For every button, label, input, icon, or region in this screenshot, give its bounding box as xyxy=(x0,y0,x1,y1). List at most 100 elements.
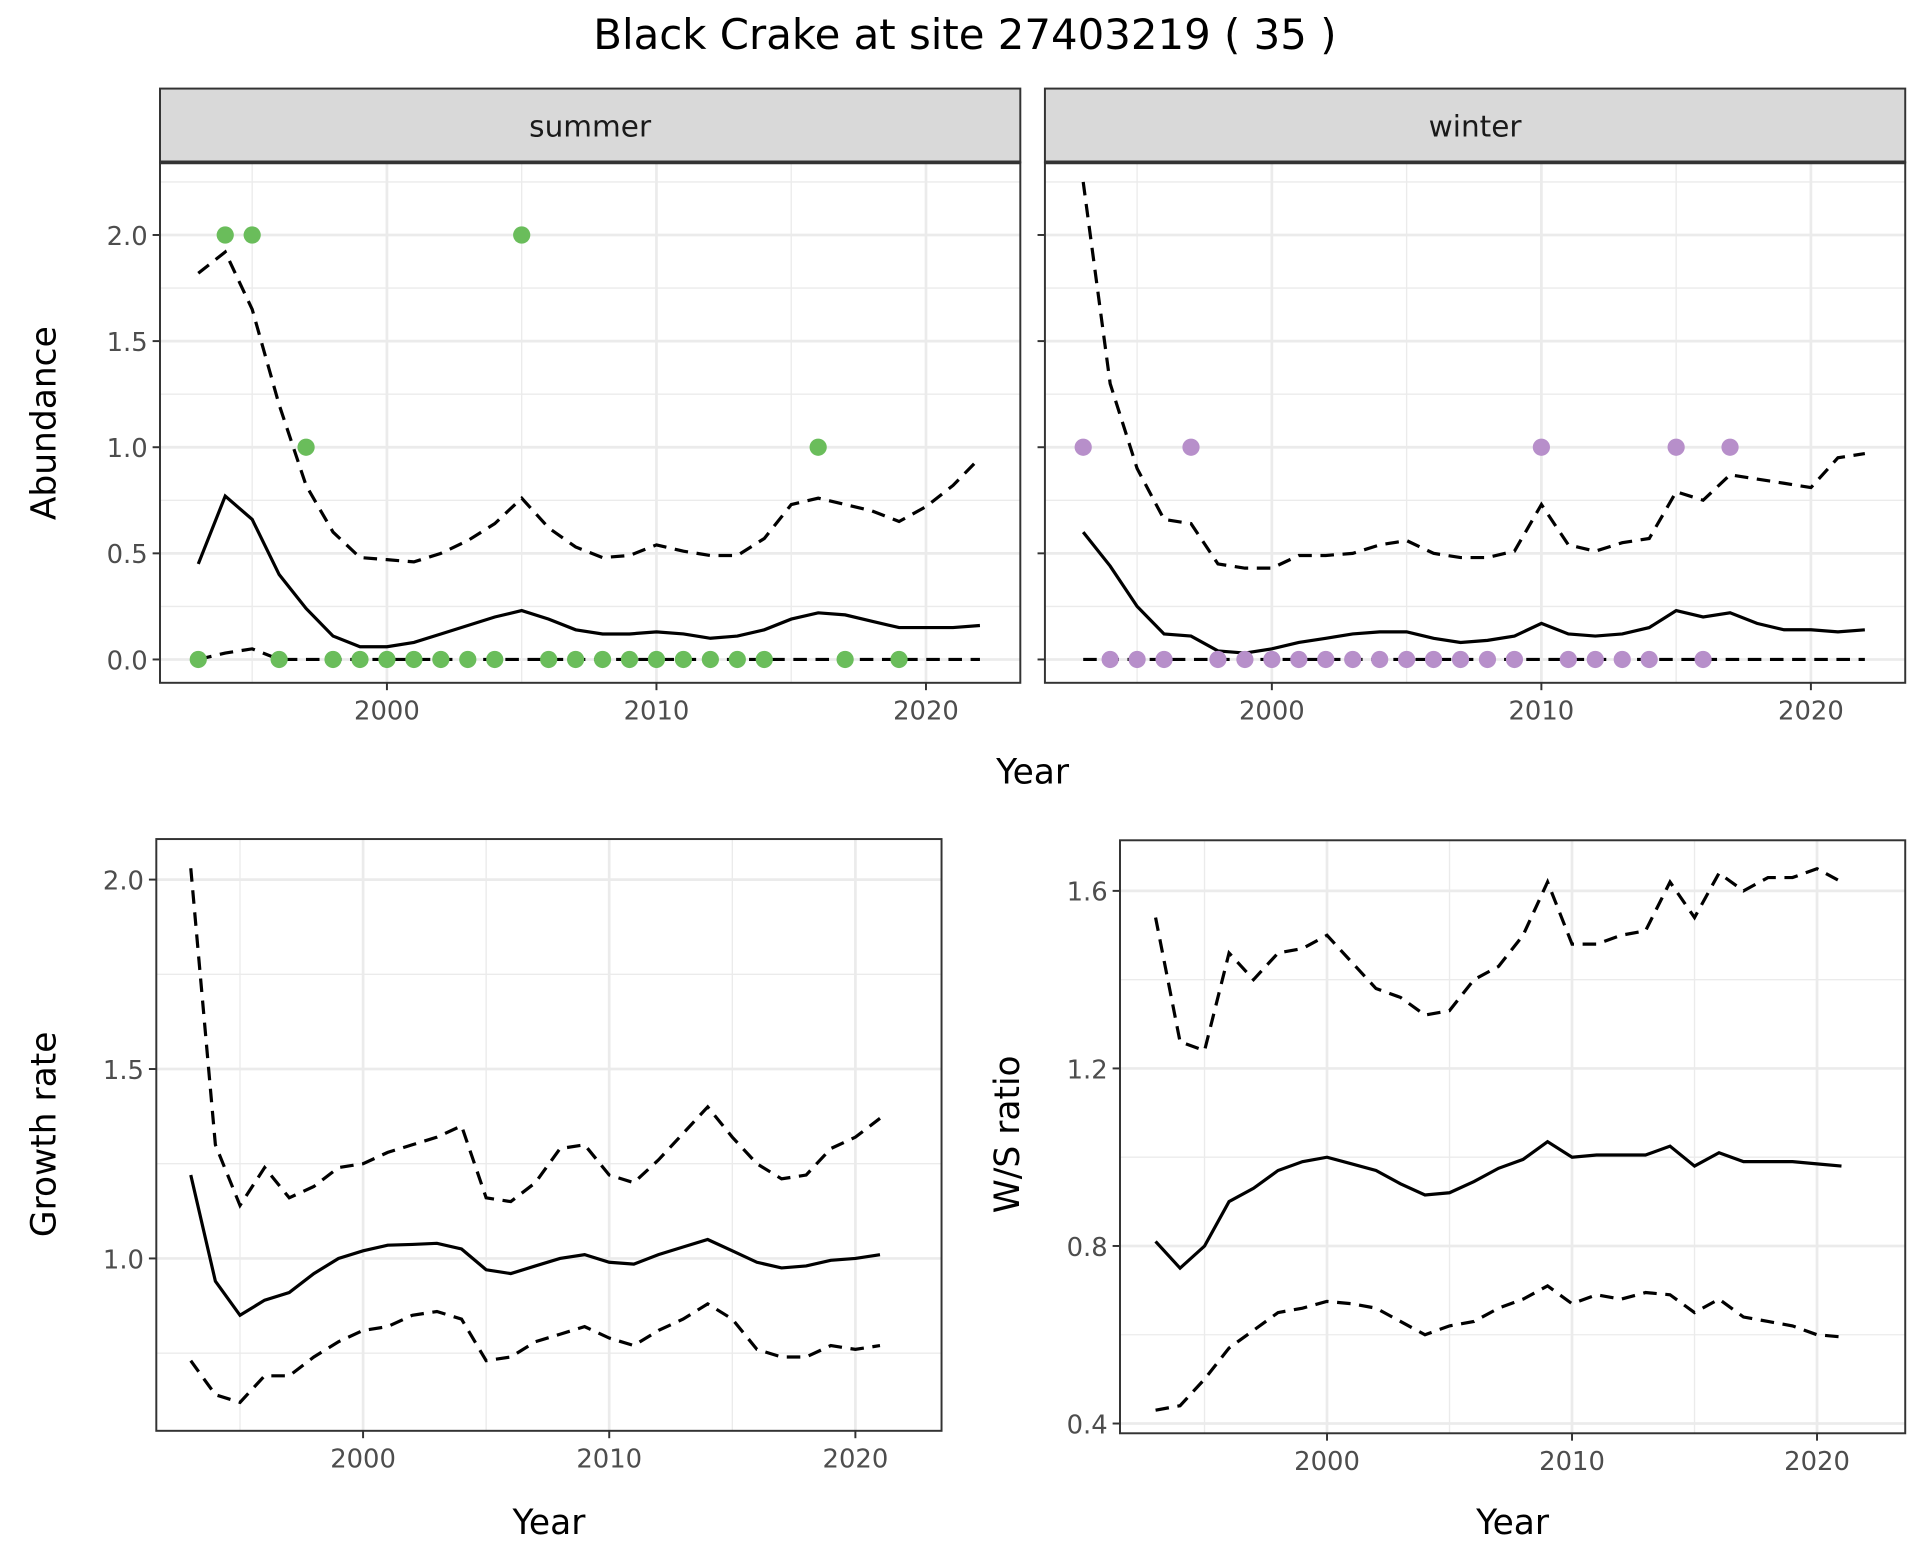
data-point xyxy=(297,438,315,456)
y-tick-label: 2.0 xyxy=(103,866,144,896)
x-tick-label: 2010 xyxy=(624,697,690,727)
x-tick-label: 2020 xyxy=(823,1445,889,1475)
data-point xyxy=(243,226,261,244)
data-point xyxy=(809,438,827,456)
data-point xyxy=(540,650,558,669)
x-axis-title-top: Year xyxy=(995,753,1070,793)
x-tick-label: 2010 xyxy=(1539,1447,1605,1477)
data-point xyxy=(566,650,585,669)
series-line-upper xyxy=(1081,181,1866,570)
facet-strip xyxy=(1043,87,1907,164)
data-point xyxy=(1478,650,1497,669)
data-point xyxy=(405,650,423,669)
x-tick-label: 2000 xyxy=(330,1445,396,1475)
x-tick-label: 2020 xyxy=(893,697,959,727)
y-axis-title-growth: Growth rate xyxy=(24,1032,64,1238)
data-point xyxy=(1371,650,1389,669)
data-point xyxy=(1101,650,1119,669)
data-point xyxy=(1209,650,1227,669)
data-point xyxy=(1317,650,1335,669)
data-point xyxy=(351,650,369,669)
data-point xyxy=(1559,650,1577,669)
y-tick-label: 2.0 xyxy=(107,222,148,252)
panel-winter: winter 2000 2010 2020 xyxy=(1037,87,1907,727)
data-point xyxy=(459,650,477,669)
figure-title: Black Crake at site 27403219 ( 35 ) xyxy=(593,10,1336,59)
data-point xyxy=(1074,438,1092,456)
data-point xyxy=(674,650,693,669)
series-line-lower xyxy=(197,647,980,662)
facet-strip-label: summer xyxy=(529,110,652,144)
series-line-mean xyxy=(189,1174,881,1318)
data-point xyxy=(1290,650,1308,669)
series-line-mean xyxy=(1081,531,1865,655)
series-line-mean xyxy=(1154,1139,1842,1271)
x-tick-label: 2020 xyxy=(1778,697,1844,727)
x-axis-title-ws: Year xyxy=(1475,1503,1550,1543)
y-tick-label: 1.5 xyxy=(107,328,148,358)
y-tick-label: 1.0 xyxy=(103,1245,144,1275)
y-tick-label: 1.5 xyxy=(103,1056,144,1086)
data-point xyxy=(1640,650,1658,669)
y-axis-title-abundance: Abundance xyxy=(24,326,64,520)
panel-summer: summer 2000 2010 2020 0.0 0.5 1.0 1.5 2.0 xyxy=(107,87,1022,727)
y-tick-label: 1.0 xyxy=(107,434,148,464)
data-point xyxy=(1451,650,1470,669)
data-point xyxy=(1667,438,1685,456)
panel-border xyxy=(155,838,943,1432)
data-point xyxy=(1128,650,1146,669)
data-point xyxy=(1263,650,1281,669)
panel-ws_ratio: 2000 2010 2020 0.4 0.8 1.2 1.6 xyxy=(1067,839,1907,1477)
data-point xyxy=(270,650,288,669)
data-point xyxy=(1586,650,1604,669)
data-point xyxy=(1344,650,1362,669)
data-point xyxy=(647,650,666,669)
data-point xyxy=(1721,438,1739,456)
x-tick-label: 2010 xyxy=(576,1445,642,1475)
data-point xyxy=(728,650,746,669)
data-point xyxy=(836,650,854,669)
data-point xyxy=(1694,650,1712,669)
data-point xyxy=(1613,650,1631,669)
y-tick-label: 0.5 xyxy=(107,540,148,570)
data-point xyxy=(378,650,396,669)
x-tick-label: 2000 xyxy=(354,697,420,727)
data-point xyxy=(620,650,639,669)
data-point xyxy=(486,650,504,669)
panel-border xyxy=(159,161,1022,684)
data-point xyxy=(1398,650,1416,669)
x-axis-title-growth: Year xyxy=(511,1503,586,1543)
data-point xyxy=(593,650,612,669)
data-point xyxy=(1155,650,1173,669)
y-tick-label: 1.6 xyxy=(1067,878,1108,908)
data-point xyxy=(755,650,773,669)
y-tick-label: 1.2 xyxy=(1067,1055,1108,1085)
data-point xyxy=(701,650,719,669)
panel-border xyxy=(1043,161,1907,684)
x-tick-label: 2020 xyxy=(1784,1447,1850,1477)
series-line-upper xyxy=(189,868,881,1209)
data-point xyxy=(1532,438,1550,456)
data-point xyxy=(890,650,908,669)
x-tick-label: 2000 xyxy=(1294,1447,1360,1477)
facet-strip-label: winter xyxy=(1429,110,1523,144)
series-line-upper xyxy=(1153,866,1843,1053)
data-point xyxy=(1182,438,1200,456)
data-point xyxy=(324,650,342,669)
x-tick-label: 2010 xyxy=(1509,697,1575,727)
data-point xyxy=(216,226,234,244)
data-point xyxy=(189,650,207,669)
data-point xyxy=(1505,650,1524,669)
series-line-mean xyxy=(196,493,981,649)
panel-border xyxy=(1119,839,1907,1435)
data-point xyxy=(1236,650,1254,669)
series-line-upper xyxy=(197,249,982,564)
data-point xyxy=(432,650,450,669)
panel-growth: 2000 2010 2020 1.0 1.5 2.0 xyxy=(103,838,943,1475)
y-axis-title-ws: W/S ratio xyxy=(988,1055,1028,1213)
y-tick-label: 0.0 xyxy=(107,646,148,676)
y-tick-label: 0.4 xyxy=(1067,1410,1108,1440)
y-tick-label: 0.8 xyxy=(1067,1233,1108,1263)
x-tick-label: 2000 xyxy=(1239,697,1305,727)
